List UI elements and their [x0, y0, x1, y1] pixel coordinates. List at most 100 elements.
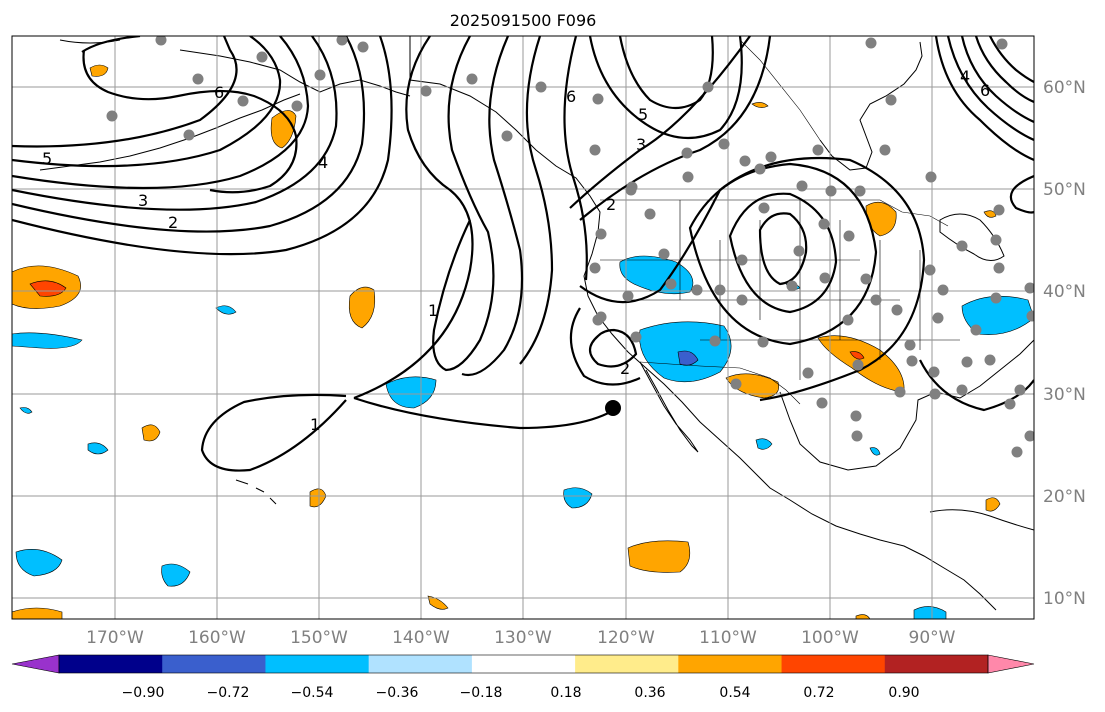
station-dot	[990, 292, 1002, 304]
highlight-point-marker	[605, 400, 621, 416]
station-dot	[183, 129, 195, 141]
negative-anomaly-region	[215, 305, 237, 315]
station-dot	[928, 366, 940, 378]
station-dot	[993, 204, 1005, 216]
colorbar-segment	[368, 655, 473, 673]
colorbar-tick-label: 0.18	[550, 685, 581, 701]
station-dot	[291, 100, 303, 112]
lat-label: 50°N	[1043, 180, 1086, 200]
station-dot	[850, 410, 862, 422]
contour-line	[81, 36, 298, 194]
contour-label: 4	[318, 153, 328, 172]
contour-line	[569, 307, 641, 386]
station-dot	[155, 36, 167, 46]
contour-line	[432, 36, 495, 372]
colorbar-segment	[884, 655, 989, 673]
station-dot	[929, 388, 941, 400]
station-dot	[691, 284, 703, 296]
coastline-north-america	[409, 36, 997, 611]
station-dot	[891, 304, 903, 316]
station-dot	[592, 93, 604, 105]
contour-labels: 6 5 4 3 2 1 1 6 5 3 2 2 4 6	[42, 67, 990, 434]
negative-anomaly-region	[12, 332, 83, 349]
lat-label: 20°N	[1043, 487, 1086, 507]
station-dot	[1011, 446, 1023, 458]
negative-anomaly-region	[87, 442, 109, 455]
station-dot	[818, 218, 830, 230]
station-dot	[592, 314, 604, 326]
station-dot	[816, 397, 828, 409]
lon-label: 100°W	[801, 628, 859, 648]
station-dot	[904, 339, 916, 351]
station-dot	[739, 155, 751, 167]
coastline-hawaii	[235, 479, 277, 505]
positive-anomaly-region	[12, 607, 63, 619]
coastline-cuba	[929, 509, 1034, 531]
colorbar: −0.90 −0.72 −0.54 −0.36 −0.18 0.18 0.36 …	[11, 654, 1035, 701]
station-dot	[860, 273, 872, 285]
station-dot	[314, 69, 326, 81]
colorbar-frame	[58, 654, 989, 674]
station-dot	[718, 138, 730, 150]
contour-line	[569, 36, 751, 209]
lon-label: 170°W	[86, 628, 144, 648]
contour-line	[353, 36, 474, 400]
station-dot	[825, 185, 837, 197]
station-dot	[765, 151, 777, 163]
positive-anomaly-region	[89, 64, 109, 77]
station-dot	[535, 81, 547, 93]
station-dot	[1026, 310, 1034, 322]
contour-line	[1009, 174, 1034, 214]
lon-label: 160°W	[188, 628, 246, 648]
station-dot	[658, 248, 670, 260]
positive-anomaly-region	[983, 210, 997, 218]
contour-label: 5	[42, 149, 52, 168]
contour-line	[728, 192, 838, 314]
colorbar-segment	[781, 655, 886, 673]
colorbar-tick-label: −0.36	[376, 685, 419, 701]
lon-label: 130°W	[494, 628, 552, 648]
station-dot	[906, 355, 918, 367]
station-dot	[501, 130, 513, 142]
colorbar-tick-label: −0.18	[460, 685, 503, 701]
station-dot	[842, 314, 854, 326]
contour-line	[12, 36, 366, 233]
station-dot	[925, 171, 937, 183]
station-dot	[852, 359, 864, 371]
station-dot	[1014, 384, 1026, 396]
anomaly-fills	[12, 64, 1034, 619]
contour-label: 2	[606, 195, 616, 214]
station-dot	[865, 37, 877, 49]
contour-line	[12, 36, 393, 256]
station-dot	[589, 262, 601, 274]
colorbar-tick-label: 0.36	[634, 685, 665, 701]
station-dot	[793, 245, 805, 257]
lon-label: 90°W	[909, 628, 956, 648]
contour-label: 2	[620, 359, 630, 378]
station-dot	[644, 208, 656, 220]
colorbar-segment	[575, 655, 679, 673]
contour-line	[989, 36, 1034, 83]
station-dot	[714, 284, 726, 296]
station-dot	[885, 94, 897, 106]
station-dot	[595, 228, 607, 240]
station-dot	[681, 147, 693, 159]
contour-line	[12, 36, 338, 211]
contour-label: 3	[636, 135, 646, 154]
station-dot	[736, 294, 748, 306]
colorbar-tick-label: −0.90	[122, 685, 165, 701]
colorbar-extend-high	[987, 654, 1035, 674]
station-dot	[702, 81, 714, 93]
station-dot	[956, 384, 968, 396]
contour-line	[12, 36, 282, 168]
colorbar-tick-label: 0.72	[803, 685, 834, 701]
colorbar-segment	[678, 655, 783, 673]
contour-line	[946, 36, 1034, 142]
colorbar-segment	[59, 655, 163, 673]
contour-label: 4	[960, 67, 970, 86]
station-dot	[754, 163, 766, 175]
station-dot	[1024, 282, 1034, 294]
latitude-labels: 60°N 50°N 40°N 30°N 20°N 10°N	[1043, 78, 1086, 609]
station-dot	[993, 262, 1005, 274]
